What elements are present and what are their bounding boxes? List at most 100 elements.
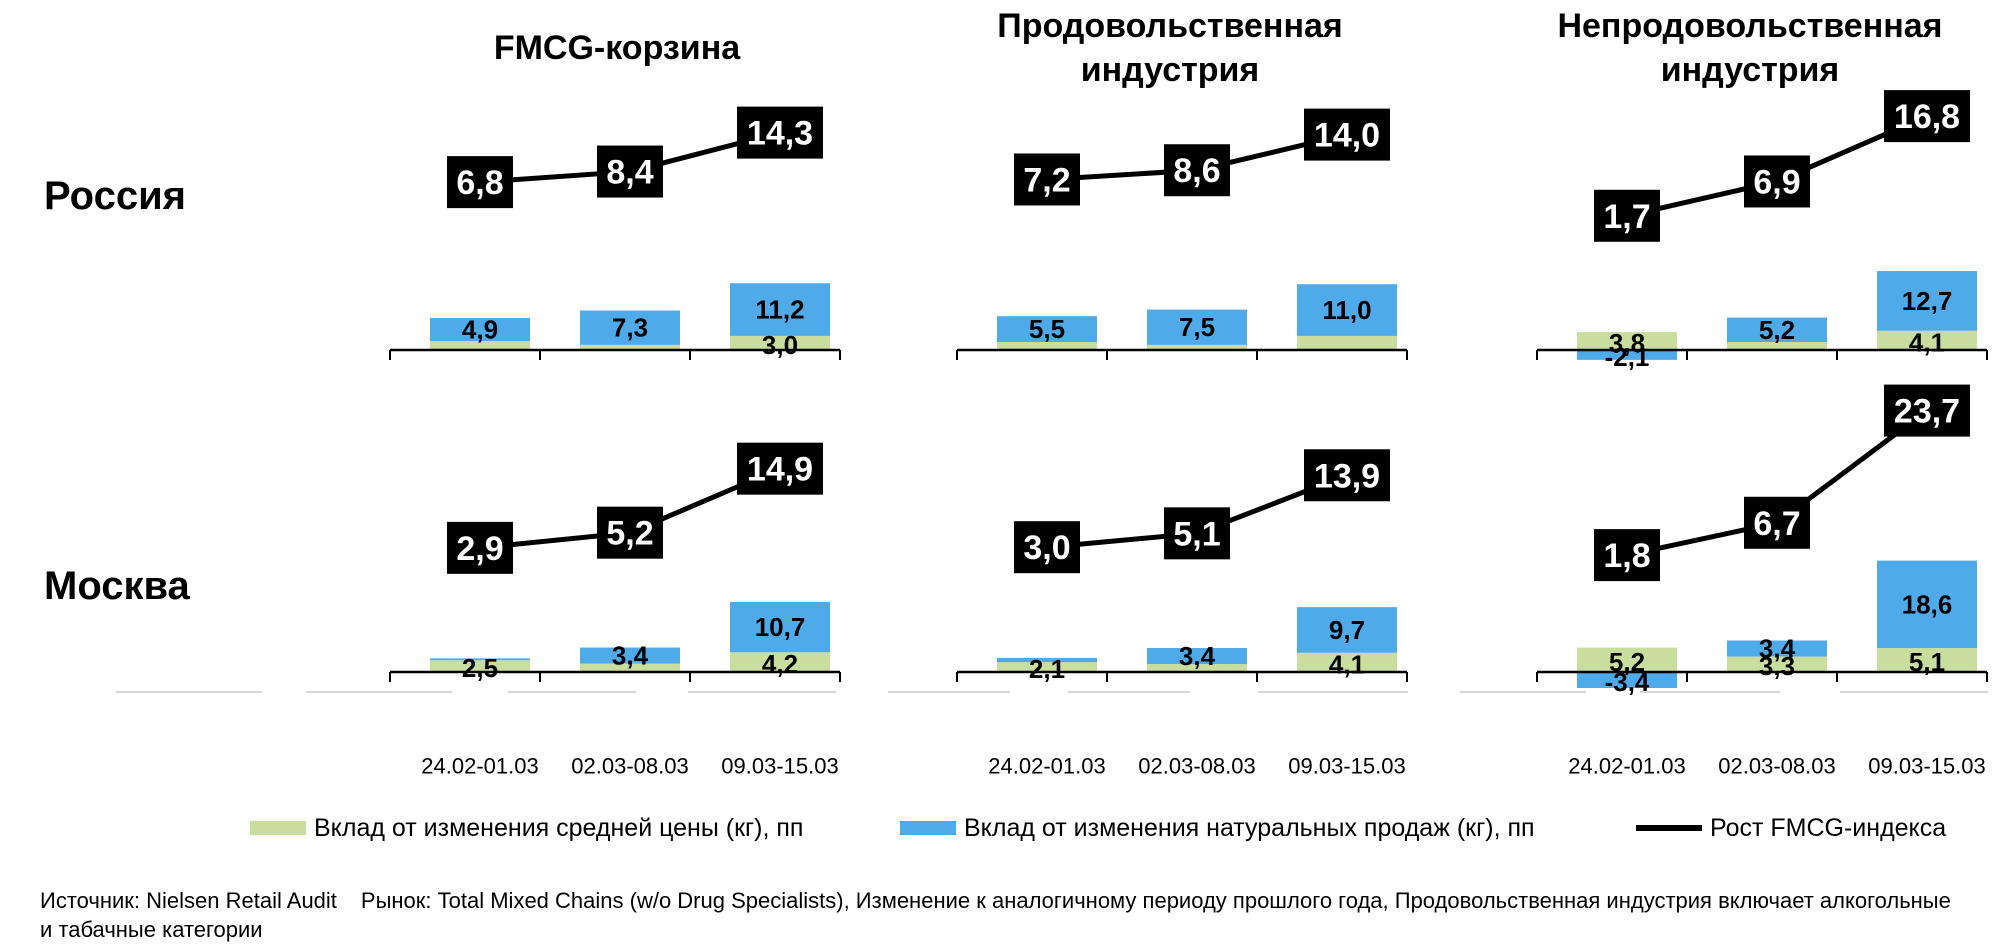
panel-title-1: FMCG-корзина: [494, 29, 741, 67]
growth-label-box-5-3: [1304, 449, 1390, 502]
x-tick-label-1-3: 09.03-15.03: [721, 754, 838, 779]
bar-label-volume-3-3: 12,7: [1902, 286, 1953, 316]
growth-label-box-2-2: [1164, 144, 1230, 197]
bar-label-volume-1-3: 11,2: [755, 295, 804, 325]
growth-label-3-2: 6,9: [1753, 163, 1800, 201]
legend: Вклад от изменения средней цены (кг), пп…: [0, 808, 2004, 848]
row-label-russia: Россия: [44, 174, 186, 218]
growth-label-box-5-2: [1164, 507, 1230, 560]
bar-volume-2-1: [997, 316, 1097, 343]
x-tick-label-1-1: 24.02-01.03: [421, 754, 538, 779]
bar-label-volume-6-3: 18,6: [1902, 589, 1953, 619]
bar-price-3-3: [1877, 330, 1977, 350]
bar-label-volume-5-2: 3,4: [1179, 641, 1216, 671]
bar-label-volume-3-2: 5,2: [1759, 315, 1795, 345]
bar-label-price-6-2: 3,3: [1759, 651, 1795, 681]
legend-item-growth: Рост FMCG-индекса: [1636, 808, 1946, 848]
bar-label-price-5-3: 4,1: [1329, 649, 1365, 679]
growth-label-1-1: 6,8: [456, 164, 503, 202]
bar-price-2-2: [1147, 344, 1247, 350]
growth-label-box-4-2: [597, 506, 663, 559]
bar-label-price-4-3: 4,2: [762, 649, 798, 679]
bar-label-volume-6-2: 3,4: [1759, 634, 1796, 664]
growth-label-box-2-3: [1304, 108, 1390, 161]
bar-volume-1-2: [580, 310, 680, 345]
growth-label-box-5-1: [1014, 521, 1080, 574]
bar-volume-2-2: [1147, 309, 1247, 345]
bar-label-volume-4-2: 3,4: [612, 641, 649, 671]
growth-label-box-6-1: [1594, 529, 1660, 582]
growth-label-box-3-2: [1744, 155, 1810, 208]
x-tick-label-2-3: 09.03-15.03: [1288, 754, 1405, 779]
growth-label-box-6-3: [1884, 384, 1970, 437]
row-label-moscow: Москва: [44, 564, 191, 608]
legend-item-volume: Вклад от изменения натуральных продаж (к…: [900, 808, 1535, 848]
bar-price-5-3: [1297, 652, 1397, 672]
growth-label-2-1: 7,2: [1023, 161, 1070, 199]
bar-volume-6-3: [1877, 560, 1977, 649]
growth-label-box-1-3: [737, 106, 823, 159]
legend-item-price: Вклад от изменения средней цены (кг), пп: [250, 808, 803, 848]
panel-title-3-line-2: индустрия: [1661, 51, 1840, 89]
growth-label-box-3-3: [1884, 90, 1970, 143]
x-tick-label-3-1: 24.02-01.03: [1568, 754, 1685, 779]
bar-volume-2-3: [1297, 284, 1397, 336]
growth-label-4-2: 5,2: [606, 515, 653, 553]
growth-label-2-3: 14,0: [1314, 117, 1380, 155]
bar-price-1-1: [430, 341, 530, 350]
bar-volume-4-3: [730, 601, 830, 653]
bar-volume-5-2: [1147, 648, 1247, 665]
growth-label-box-3-1: [1594, 189, 1660, 242]
growth-label-box-1-2: [597, 145, 663, 198]
legend-label-volume: Вклад от изменения натуральных продаж (к…: [964, 813, 1535, 842]
panel-title-2-line-2: индустрия: [1081, 51, 1260, 89]
growth-label-1-3: 14,3: [747, 115, 813, 153]
bar-price-6-3: [1877, 648, 1977, 672]
bar-price-4-2: [580, 663, 680, 672]
bar-price-6-2: [1727, 656, 1827, 672]
bar-label-price-5-1: 2,1: [1029, 654, 1065, 684]
growth-label-1-2: 8,4: [606, 154, 653, 192]
bar-price-4-1: [430, 660, 530, 672]
growth-label-box-2-1: [1014, 153, 1080, 206]
x-tick-label-2-2: 02.03-08.03: [1138, 754, 1255, 779]
growth-label-3-3: 16,8: [1894, 98, 1960, 136]
growth-label-3-1: 1,7: [1603, 198, 1650, 236]
bar-volume-4-2: [580, 647, 680, 664]
bar-price-2-3: [1297, 335, 1397, 350]
bar-price-1-3: [730, 335, 830, 350]
panel-title-3-line-1: Непродовольственная: [1557, 7, 1942, 45]
panel-title-2-line-1: Продовольственная: [997, 7, 1343, 45]
x-tick-label-2-1: 24.02-01.03: [988, 754, 1105, 779]
growth-label-5-1: 3,0: [1023, 529, 1070, 567]
growth-label-box-1-1: [447, 156, 513, 209]
x-tick-label-3-2: 02.03-08.03: [1718, 754, 1835, 779]
bar-price-3-1: [1577, 332, 1677, 350]
bar-price-5-2: [1147, 664, 1247, 672]
bar-label-volume-3-1: -2,1: [1605, 342, 1650, 372]
bar-label-volume-1-1: 4,9: [462, 315, 498, 345]
bar-volume-6-1: [1577, 672, 1677, 688]
source-label: Источник: Nielsen Retail Audit: [40, 888, 337, 913]
growth-label-box-6-2: [1744, 496, 1810, 549]
growth-label-2-2: 8,6: [1173, 152, 1220, 190]
source-note: Источник: Nielsen Retail Audit Рынок: Tot…: [40, 886, 1960, 944]
bar-price-2-1: [997, 342, 1097, 350]
bar-volume-3-3: [1877, 271, 1977, 331]
legend-label-price: Вклад от изменения средней цены (кг), пп: [314, 813, 804, 842]
legend-swatch-price: [250, 821, 306, 835]
growth-label-5-2: 5,1: [1173, 515, 1220, 553]
bar-label-volume-2-3: 11,0: [1322, 295, 1371, 325]
bar-volume-3-1: [1577, 350, 1677, 360]
bar-label-price-3-1: 3,8: [1609, 328, 1645, 358]
growth-label-4-1: 2,9: [456, 530, 503, 568]
bar-volume-1-3: [730, 283, 830, 336]
bar-label-price-1-3: 3,0: [762, 330, 798, 360]
legend-label-growth: Рост FMCG-индекса: [1710, 813, 1947, 842]
bar-volume-5-3: [1297, 607, 1397, 653]
growth-label-4-3: 14,9: [747, 451, 813, 489]
bar-label-volume-5-3: 9,7: [1329, 615, 1365, 645]
x-tick-label-3-3: 09.03-15.03: [1868, 754, 1985, 779]
bar-label-price-3-3: 4,1: [1909, 327, 1945, 357]
